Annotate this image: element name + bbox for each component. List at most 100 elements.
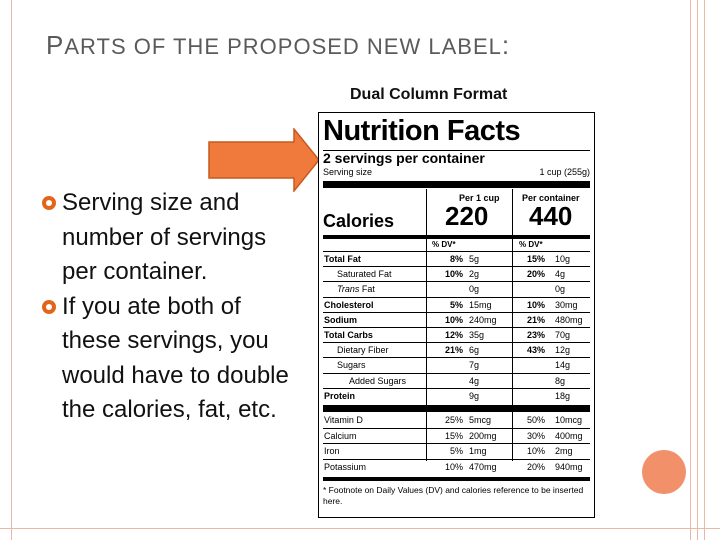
dv-per-container: 30% — [526, 431, 545, 442]
amount-per-cup: 5mcg — [469, 415, 492, 425]
footnote: * Footnote on Daily Values (DV) and calo… — [323, 485, 584, 506]
decor-rule-right-3 — [704, 0, 705, 540]
amount-per-cup: 15mg — [469, 299, 492, 310]
nutrient-row: Added Sugars 4g 8g — [323, 372, 590, 389]
servings-per-container: 2 servings per container — [323, 150, 485, 166]
nutrient-row: Cholesterol 5% 15mg 10% 30mg — [323, 296, 590, 313]
slide-title-text: ARTS OF THE PROPOSED NEW LABEL — [64, 34, 502, 59]
decor-rule-bottom — [0, 528, 720, 529]
divider — [323, 181, 590, 188]
dv-per-cup: 5% — [449, 446, 463, 457]
calories-per-container: 440 — [529, 201, 573, 231]
slide-title-initial: P — [46, 30, 65, 60]
nutrient-row: Total Fat 8% 5g 15% 10g — [323, 251, 590, 267]
vitamin-row: Iron 5% 1mg 10% 2mg — [323, 443, 590, 459]
amount-per-cup: 2g — [469, 269, 480, 280]
nutrient-name: Total Fat — [324, 254, 361, 264]
amount-per-cup: 7g — [469, 360, 480, 371]
dv-header: % DV* — [432, 240, 456, 249]
column-divider — [512, 189, 513, 461]
vitamin-name: Calcium — [324, 431, 357, 442]
bullet-text: If you ate both of these servings, you w… — [62, 292, 289, 424]
amount-per-cup: 35g — [469, 330, 485, 340]
dv-per-cup: 10% — [444, 314, 463, 325]
dv-per-cup: 5% — [449, 299, 463, 310]
nutrient-name: Total Carbs — [324, 330, 373, 340]
vitamin-name: Iron — [324, 446, 340, 457]
divider — [323, 477, 590, 481]
amount-per-container: 400mg — [555, 431, 583, 442]
amount-per-cup: 470mg — [469, 461, 497, 472]
amount-per-container: 12g — [555, 345, 571, 356]
amount-per-container: 10g — [555, 254, 571, 264]
dv-header: % DV* — [519, 240, 543, 249]
amount-per-container: 14g — [555, 360, 571, 371]
serving-size-value: 1 cup (255g) — [539, 167, 590, 177]
amount-per-container: 70g — [555, 330, 571, 340]
vitamin-name: Potassium — [324, 461, 367, 472]
amount-per-cup: 6g — [469, 345, 480, 356]
vitamin-name: Vitamin D — [324, 415, 363, 425]
vitamin-row: Potassium 10% 470mg 20% 940mg — [323, 458, 590, 475]
dv-per-container: 15% — [526, 254, 545, 264]
nutrition-facts-title: Nutrition Facts — [323, 115, 521, 147]
dv-per-cup: 15% — [444, 431, 463, 442]
dv-per-container: 50% — [526, 415, 545, 425]
dv-per-container: 20% — [526, 269, 545, 280]
nutrient-name-rest: Fat — [359, 284, 375, 295]
decor-rule-left — [11, 0, 12, 540]
bullet-item: If you ate both of these servings, you w… — [42, 290, 292, 428]
nutrient-name: Dietary Fiber — [337, 345, 389, 356]
decor-rule-right-1 — [690, 0, 691, 540]
decor-rule-right-2 — [697, 0, 698, 540]
bullet-icon — [42, 299, 56, 314]
dv-per-cup: 21% — [444, 345, 463, 356]
nutrient-row: Saturated Fat 10% 2g 20% 4g — [323, 266, 590, 282]
bullet-icon — [42, 196, 56, 210]
nutrient-row: Sodium 10% 240mg 21% 480mg — [323, 311, 590, 328]
nutrient-row: Trans Fat 0g 0g — [323, 281, 590, 297]
nutrient-row: Dietary Fiber 21% 6g 43% 12g — [323, 342, 590, 358]
amount-per-cup: 240mg — [469, 314, 497, 325]
amount-per-container: 8g — [555, 375, 566, 386]
amount-per-cup: 200mg — [469, 431, 497, 442]
decor-circle — [642, 450, 686, 494]
divider — [323, 405, 590, 412]
nutrient-row: Total Carbs 12% 35g 23% 70g — [323, 327, 590, 343]
nutrient-name: Cholesterol — [324, 299, 374, 310]
nutrition-label: Nutrition Facts 2 servings per container… — [318, 112, 595, 518]
nutrient-row: Protein 9g 18g — [323, 387, 590, 404]
divider — [323, 235, 590, 239]
vitamin-row: Calcium 15% 200mg 30% 400mg — [323, 428, 590, 444]
bullet-list: Serving size and number of servings per … — [42, 186, 292, 428]
label-format-title: Dual Column Format — [350, 86, 508, 103]
bullet-text: Serving size and number of servings per … — [62, 189, 267, 285]
dv-per-cup: 10% — [444, 269, 463, 280]
arrow-right-icon — [208, 128, 320, 192]
nutrient-name: Saturated Fat — [337, 269, 392, 280]
dv-per-container: 43% — [526, 345, 545, 356]
dv-per-cup: 8% — [449, 254, 463, 264]
nutrient-name: Trans Fat — [337, 284, 375, 294]
divider — [323, 150, 590, 151]
column-header-per-cup: Per 1 cup — [459, 193, 500, 203]
amount-per-container: 18g — [555, 390, 571, 401]
amount-per-container: 2mg — [555, 446, 573, 457]
dv-per-container: 10% — [526, 446, 545, 457]
bullet-item: Serving size and number of servings per … — [42, 186, 292, 290]
slide-title-colon: : — [501, 30, 511, 60]
nutrient-name: Protein — [324, 390, 356, 401]
dv-per-container: 23% — [526, 330, 545, 340]
amount-per-cup: 1mg — [469, 446, 487, 457]
vitamin-row: Vitamin D 25% 5mcg 50% 10mcg — [323, 413, 590, 428]
amount-per-container: 940mg — [555, 461, 583, 472]
nutrient-name-italic: Trans — [337, 284, 360, 295]
amount-per-container: 4g — [555, 269, 566, 280]
dv-per-cup: 10% — [444, 461, 463, 472]
dv-per-container: 10% — [526, 299, 545, 310]
amount-per-cup: 0g — [469, 284, 480, 295]
amount-per-container: 30mg — [555, 299, 578, 310]
nutrient-name: Added Sugars — [349, 375, 407, 386]
dv-per-container: 21% — [526, 314, 545, 325]
column-divider — [426, 189, 427, 461]
